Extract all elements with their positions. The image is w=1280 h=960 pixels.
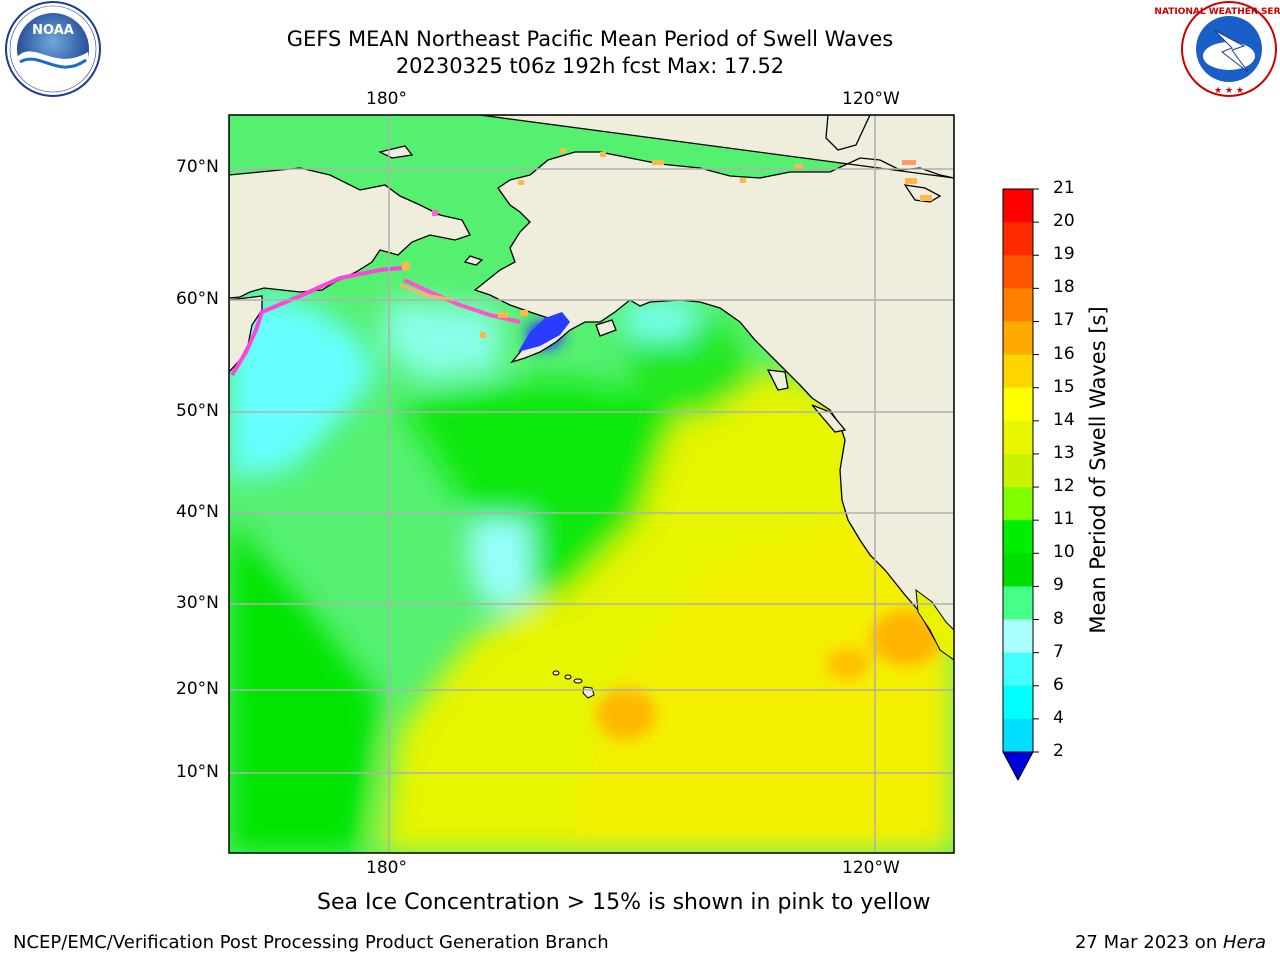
lat-label-20n: 20°N [176, 679, 219, 699]
colorbar-segment [1003, 354, 1033, 389]
lat-label-10n: 10°N [176, 762, 219, 782]
colorbar-segment [1003, 288, 1033, 322]
gridlines [229, 115, 954, 853]
colorbar-tick-label: 7 [1053, 641, 1064, 662]
colorbar-tick-label: 16 [1053, 343, 1075, 364]
colorbar-segment [1003, 586, 1033, 621]
map-frame [228, 114, 955, 854]
low-period-patch [518, 312, 570, 352]
colorbar-tick-label: 17 [1053, 310, 1075, 331]
chart-title: GEFS MEAN Northeast Pacific Mean Period … [286, 27, 894, 51]
lat-label-70n: 70°N [176, 157, 219, 177]
lon-label-top-180: 180° [366, 89, 407, 109]
svg-text:NATIONAL WEATHER SERVICE: NATIONAL WEATHER SERVICE [1154, 7, 1280, 17]
colorbar-tick-label: 11 [1053, 509, 1075, 530]
colorbar-segment [1003, 685, 1033, 720]
lon-label-bottom-120w: 120°W [842, 858, 900, 878]
colorbar-title: Mean Period of Swell Waves [s] [1086, 306, 1110, 634]
noaa-logo: NOAA [5, 1, 101, 97]
colorbar-extend-arrow [1002, 751, 1034, 782]
land-masses [229, 115, 954, 661]
colorbar-tick-label: 20 [1053, 211, 1075, 232]
lat-label-60n: 60°N [176, 289, 219, 309]
lat-label-50n: 50°N [176, 401, 219, 421]
lat-label-30n: 30°N [176, 593, 219, 613]
chart-subtitle: 20230325 t06z 192h fcst Max: 17.52 [395, 54, 785, 78]
colorbar-segment [1003, 420, 1033, 455]
colorbar [1002, 188, 1039, 782]
colorbar-segment [1003, 718, 1033, 753]
colorbar-frame [1002, 188, 1034, 753]
colorbar-tick-label: 10 [1053, 542, 1075, 563]
swell-period-field [229, 115, 954, 853]
colorbar-segment [1003, 487, 1033, 521]
sea-ice-note: Sea Ice Concentration > 15% is shown in … [317, 890, 931, 915]
colorbar-tick-label: 21 [1053, 178, 1075, 198]
colorbar-segment [1003, 321, 1033, 356]
footer-date-text: 27 Mar 2023 on [1074, 932, 1223, 953]
colorbar-segment [1003, 222, 1033, 256]
colorbar-segment [1003, 387, 1033, 422]
colorbar-tick-label: 13 [1053, 442, 1075, 463]
svg-text:★ ★ ★: ★ ★ ★ [1214, 86, 1244, 96]
colorbar-segment [1003, 652, 1033, 687]
lon-label-bottom-180: 180° [366, 858, 407, 878]
colorbar-tick-label: 6 [1053, 674, 1064, 695]
colorbar-tick-label: 9 [1053, 575, 1064, 596]
colorbar-segment [1003, 520, 1033, 554]
nws-logo: NATIONAL WEATHER SERVICE ★ ★ ★ [1154, 1, 1280, 97]
footer-date: 27 Mar 2023 on Hera [1075, 932, 1266, 953]
lat-label-40n: 40°N [176, 502, 219, 522]
lon-label-top-120w: 120°W [842, 89, 900, 109]
colorbar-segment [1003, 189, 1033, 223]
colorbar-tick-label: 12 [1053, 476, 1075, 497]
footer-machine: Hera [1222, 932, 1266, 953]
colorbar-tick-label: 18 [1053, 277, 1075, 298]
colorbar-tick-label: 2 [1053, 741, 1064, 761]
colorbar-tick-label: 19 [1053, 244, 1075, 265]
colorbar-segment [1003, 553, 1033, 587]
colorbar-segment [1003, 619, 1033, 654]
colorbar-tick-label: 4 [1053, 707, 1064, 728]
colorbar-tick-label: 15 [1053, 376, 1075, 397]
svg-text:NOAA: NOAA [32, 23, 74, 38]
colorbar-segment [1003, 453, 1033, 488]
colorbar-tick-label: 14 [1053, 409, 1075, 430]
footer-organization: NCEP/EMC/Verification Post Processing Pr… [13, 932, 609, 953]
colorbar-segment [1003, 255, 1033, 289]
colorbar-tick-label: 8 [1053, 608, 1064, 629]
sea-ice-edge [230, 148, 932, 377]
